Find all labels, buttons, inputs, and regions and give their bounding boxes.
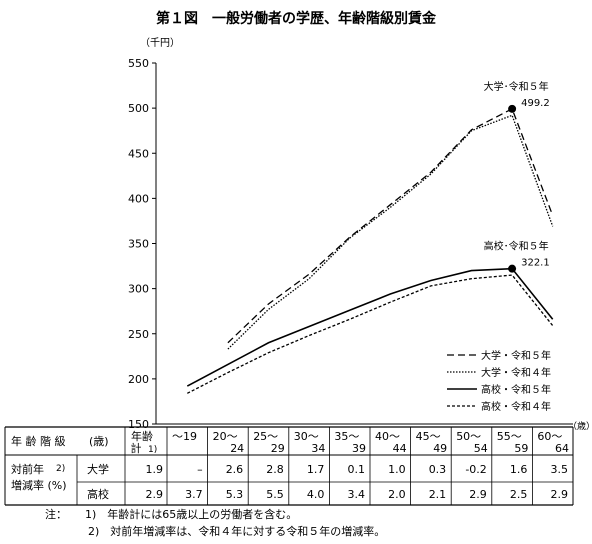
table-cell: 2.1 — [429, 488, 447, 501]
table-col-header-top: 40～ — [375, 430, 400, 443]
series-line-1 — [227, 107, 554, 344]
table-header-total-2: 計 — [131, 441, 142, 455]
chart-title: 第１図 一般労働者の学歴、年齢階級別賃金 — [156, 10, 437, 27]
table-col-header-bottom: 54 — [474, 442, 488, 455]
notes: 注： 1) 年齢計には65歳以上の労働者を含む。 2) 対前年増減率は、令和４年に… — [45, 506, 385, 540]
table-col-header-top: 50～ — [456, 430, 481, 443]
table-cell: 1.0 — [388, 463, 406, 476]
row-label-note: 2) — [56, 464, 65, 474]
table-cell: 1.7 — [307, 463, 325, 476]
table-cell: 2.0 — [388, 488, 406, 501]
table-col-header-top: 20～ — [213, 430, 238, 443]
table-cell-total: 1.9 — [146, 463, 164, 476]
series-line-2 — [227, 114, 554, 350]
table-cell: 1.6 — [510, 463, 528, 476]
table-cell: 2.9 — [469, 488, 487, 501]
legend-label: 高校・令和５年 — [481, 383, 551, 396]
y-ticks: 150 200 250 300 350 400 450 500 550 — [128, 57, 156, 431]
table-col-header-bottom: 59 — [514, 442, 528, 455]
legend-label: 高校・令和４年 — [481, 400, 551, 413]
table-cell: 0.3 — [429, 463, 447, 476]
y-tick-label: 550 — [128, 57, 149, 70]
table-header-unit: (歳) — [89, 435, 109, 448]
table-col-header-bottom: 39 — [352, 442, 366, 455]
table-col-header-top: 45～ — [416, 430, 441, 443]
table-cell-total: 2.9 — [146, 488, 164, 501]
y-axis-label: （千円） — [140, 37, 180, 49]
table-cell: 0.1 — [348, 463, 366, 476]
table-col-header-top: ～19 — [172, 430, 197, 443]
table-cell: 2.6 — [226, 463, 244, 476]
table-cell: – — [197, 463, 203, 476]
table-col-header-bottom: 64 — [555, 442, 569, 455]
table-cell: 5.5 — [266, 488, 284, 501]
table-col-header-top: 30～ — [294, 430, 319, 443]
y-tick-label: 250 — [128, 328, 149, 341]
table-col-header-bottom: 24 — [230, 442, 244, 455]
note-2-text: 2) 対前年増減率は、令和４年に対する令和５年の増減率。 — [88, 525, 386, 538]
plot-area: 150 200 250 300 350 400 450 500 550 大学･令和５年 499.2… — [128, 57, 573, 431]
y-tick-label: 150 — [128, 418, 149, 431]
table-cell: 3.7 — [185, 488, 203, 501]
highlight-point — [508, 264, 517, 273]
table-cell: 2.5 — [510, 488, 528, 501]
series-line-4 — [187, 274, 554, 394]
table-cell: 3.4 — [348, 488, 366, 501]
table-header-label: 年 齢 階 級 — [11, 434, 66, 448]
y-tick-label: 350 — [128, 238, 149, 251]
series-layer — [186, 107, 554, 394]
y-tick-label: 450 — [128, 147, 149, 160]
annotations: 大学･令和５年 499.2 高校･令和５年 322.1 — [484, 80, 550, 273]
data-table: ～19 20～24 25～29 30～34 35～39 40～44 45～49 50～54 55… — [4, 426, 574, 506]
table-cell: 3.5 — [551, 463, 569, 476]
row-high-label: 高校 — [87, 487, 109, 501]
table-header-total-note: 1) — [148, 445, 157, 455]
table-header-total-1: 年齢 — [131, 429, 153, 443]
table-col-header-top: 60～ — [537, 430, 562, 443]
series-line-3 — [186, 267, 554, 387]
table-cell: 5.3 — [226, 488, 244, 501]
table-cell: -0.2 — [465, 463, 486, 476]
row-label-2: 増減率 (%) — [11, 478, 67, 492]
table-col-header-bottom: 29 — [271, 442, 285, 455]
note-1-text: 1) 年齢計には65歳以上の労働者を含む。 — [85, 508, 298, 521]
highlight-point — [508, 104, 517, 113]
row-label-1: 対前年 — [11, 462, 44, 476]
table-cell: 4.0 — [307, 488, 325, 501]
row-univ-label: 大学 — [87, 462, 109, 476]
table-col-header-top: 55～ — [497, 430, 522, 443]
table-col-header-bottom: 49 — [433, 442, 447, 455]
legend-label: 大学・令和４年 — [481, 366, 551, 379]
annotation-value: 322.1 — [521, 258, 550, 269]
note-1: 注： 1) 年齢計には65歳以上の労働者を含む。 — [45, 506, 385, 523]
x-axis-unit: （歳） — [568, 420, 592, 432]
annotation-label: 高校･令和５年 — [484, 240, 549, 253]
annotation-value: 499.2 — [521, 98, 550, 109]
note-prefix: 注： — [45, 508, 67, 521]
table-cell: 2.8 — [266, 463, 284, 476]
y-tick-label: 400 — [128, 192, 149, 205]
legend-label: 大学・令和５年 — [481, 349, 551, 362]
table-col-header-top: 25～ — [253, 430, 278, 443]
table-col-header-bottom: 34 — [311, 442, 325, 455]
y-tick-label: 500 — [128, 102, 149, 115]
table-cell: 2.9 — [551, 488, 569, 501]
y-tick-label: 200 — [128, 373, 149, 386]
annotation-label: 大学･令和５年 — [484, 80, 549, 93]
y-tick-label: 300 — [128, 283, 149, 296]
note-2: 2) 対前年増減率は、令和４年に対する令和５年の増減率。 — [45, 523, 385, 540]
table-col-header-top: 35～ — [334, 430, 359, 443]
table-col-header-bottom: 44 — [393, 442, 407, 455]
